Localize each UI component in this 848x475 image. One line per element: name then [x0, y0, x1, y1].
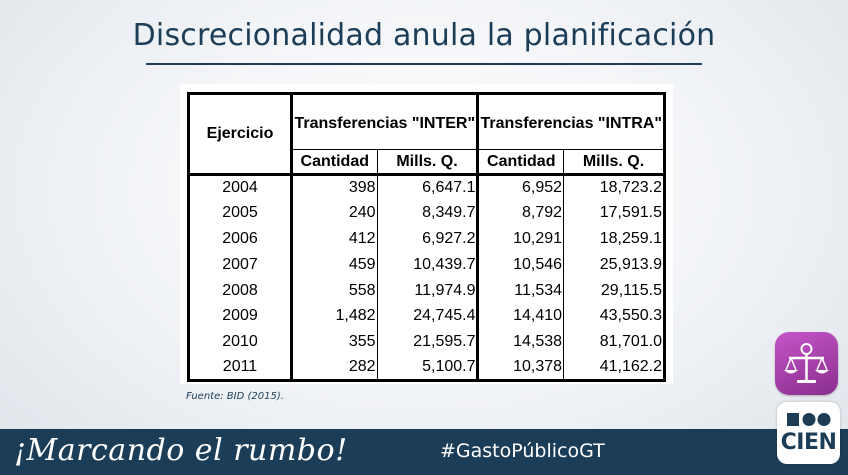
cell-year: 2005 [187, 200, 292, 227]
cell-intra-mills: 41,162.2 [563, 355, 666, 383]
transfers-table-container: Ejercicio Transferencias "INTER" Transfe… [180, 84, 673, 384]
header-group-intra: Transferencias "INTRA" [476, 92, 666, 150]
table-row: 2004 398 6,647.1 6,952 18,723.2 [187, 174, 666, 201]
cell-intra-mills: 17,591.5 [563, 200, 666, 227]
header-ejercicio: Ejercicio [187, 92, 292, 176]
header-group-inter: Transferencias "INTER" [289, 92, 478, 150]
footer-bar: ¡Marcando el rumbo! #GastoPúblicoGT [0, 429, 848, 475]
cell-intra-mills: 29,115.5 [563, 277, 666, 304]
cien-logo: CIEN [777, 402, 840, 464]
table-row: 2009 1,482 24,745.4 14,410 43,550.3 [187, 303, 666, 330]
slide-title: Discrecionalidad anula la planificación [132, 18, 716, 53]
cell-year: 2004 [187, 174, 292, 201]
cell-inter-mills: 6,647.1 [376, 174, 478, 201]
scales-glyph [784, 343, 829, 383]
cell-inter-mills: 24,745.4 [376, 303, 478, 330]
footer-hashtag: #GastoPúblicoGT [440, 440, 605, 462]
cell-year: 2006 [187, 226, 292, 252]
footer-slogan: ¡Marcando el rumbo! [14, 433, 348, 468]
cell-year: 2011 [187, 355, 292, 383]
table-row: 2011 282 5,100.7 10,378 41,162.2 [187, 355, 666, 383]
cell-intra-cantidad: 6,952 [476, 174, 564, 201]
table-header-row: Ejercicio Transferencias "INTER" Transfe… [187, 92, 666, 176]
subheader-inter-mills: Mills. Q. [376, 149, 478, 176]
cell-intra-cantidad: 10,291 [476, 226, 564, 252]
cell-intra-cantidad: 14,538 [476, 329, 564, 356]
table-subheader-row: Cantidad Mills. Q. Cantidad Mills. Q. [189, 149, 666, 176]
cell-inter-mills: 11,974.9 [376, 277, 478, 304]
cell-intra-cantidad: 11,534 [476, 277, 564, 304]
table-row: 2006 412 6,927.2 10,291 18,259.1 [187, 226, 666, 252]
title-divider [146, 63, 702, 65]
cell-year: 2008 [187, 277, 292, 304]
cell-intra-cantidad: 14,410 [476, 303, 564, 330]
cell-inter-cantidad: 558 [290, 277, 378, 304]
cell-inter-mills: 21,595.7 [376, 329, 478, 356]
transfers-table: Ejercicio Transferencias "INTER" Transfe… [187, 92, 666, 383]
cell-inter-cantidad: 398 [290, 174, 378, 201]
source-note: Fuente: BID (2015). [186, 391, 284, 402]
table-row: 2010 355 21,595.7 14,538 81,701.0 [187, 329, 666, 356]
cell-year: 2010 [187, 329, 292, 356]
subheader-intra-mills: Mills. Q. [563, 149, 666, 176]
cell-inter-mills: 10,439.7 [376, 251, 478, 278]
cell-inter-cantidad: 240 [290, 200, 378, 227]
cell-intra-cantidad: 10,546 [476, 251, 564, 278]
cell-intra-cantidad: 10,378 [476, 355, 564, 383]
cell-year: 2007 [187, 251, 292, 278]
cell-inter-cantidad: 1,482 [290, 303, 378, 330]
logo-text: CIEN [780, 430, 837, 455]
cell-inter-cantidad: 412 [290, 226, 378, 252]
table-row: 2007 459 10,439.7 10,546 25,913.9 [187, 251, 666, 278]
logo-mark-icon [787, 413, 831, 426]
subheader-inter-cantidad: Cantidad [290, 149, 378, 176]
scales-of-justice-icon[interactable] [775, 332, 838, 395]
cell-intra-mills: 81,701.0 [563, 329, 666, 356]
subheader-intra-cantidad: Cantidad [476, 149, 564, 176]
cell-intra-mills: 18,723.2 [563, 174, 666, 201]
table-row: 2005 240 8,349.7 8,792 17,591.5 [187, 200, 666, 227]
cell-inter-cantidad: 355 [290, 329, 378, 356]
cell-intra-mills: 18,259.1 [563, 226, 666, 252]
cell-inter-cantidad: 459 [290, 251, 378, 278]
cell-inter-mills: 6,927.2 [376, 226, 478, 252]
cell-inter-mills: 8,349.7 [376, 200, 478, 227]
cell-year: 2009 [187, 303, 292, 330]
table-row: 2008 558 11,974.9 11,534 29,115.5 [187, 277, 666, 304]
cell-intra-mills: 43,550.3 [563, 303, 666, 330]
cell-inter-mills: 5,100.7 [376, 355, 478, 383]
cell-intra-mills: 25,913.9 [563, 251, 666, 278]
cell-inter-cantidad: 282 [290, 355, 378, 383]
cell-intra-cantidad: 8,792 [476, 200, 564, 227]
